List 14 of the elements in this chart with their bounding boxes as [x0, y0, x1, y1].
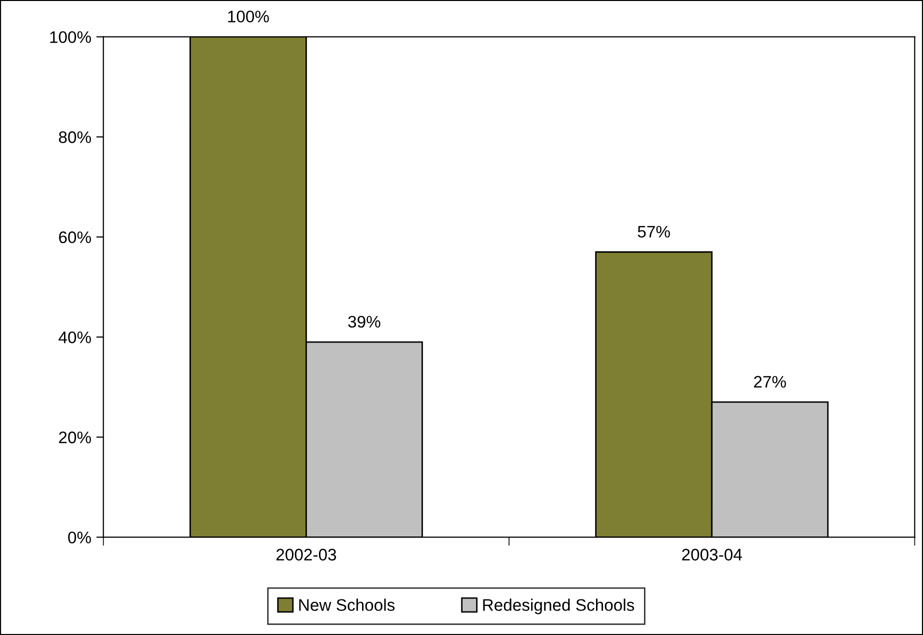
- y-tick-label: 20%: [59, 432, 91, 444]
- y-tick-label: 100%: [50, 31, 91, 44]
- legend-label: Redesigned Schools: [483, 598, 634, 614]
- data-label: 39%: [348, 316, 380, 328]
- y-tick-label: 60%: [59, 231, 91, 244]
- legend-label: New Schools: [299, 598, 395, 611]
- data-label: 100%: [228, 10, 269, 22]
- data-label: 57%: [638, 226, 670, 238]
- y-tick-label: 0%: [68, 532, 91, 544]
- data-label: 27%: [754, 376, 786, 388]
- y-tick-label: 40%: [58, 331, 91, 344]
- x-tick-label: 2002-03: [276, 548, 336, 561]
- y-tick-label: 80%: [58, 131, 91, 144]
- x-tick-label: 2003-04: [682, 548, 742, 561]
